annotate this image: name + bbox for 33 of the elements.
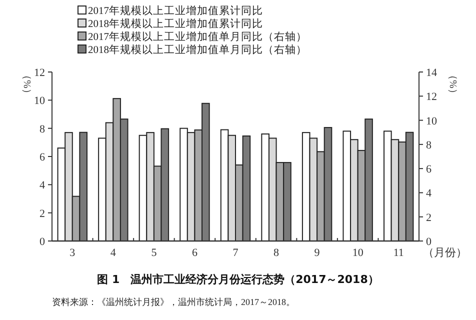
y-tick-label: 4 [40,180,46,192]
y2-tick-label: 14 [426,67,438,79]
y-tick-label: 12 [34,67,45,79]
y-tick-label: 6 [40,152,46,164]
text: 资料来源：《温州统计月报》，温州市统计局，2017～2018。 [52,297,295,307]
legend-label: 2017年规模以上工业增加值单月同比（右轴） [88,30,307,43]
legend-label: 2018年规模以上工业增加值单月同比（右轴） [88,43,307,56]
y2-tick-label: 4 [426,188,432,200]
x-tick-label: 7 [232,247,239,259]
x-tick-label: 5 [151,247,158,259]
legend-label: 2018年规模以上工业增加值累计同比 [88,17,263,30]
y2-tick-label: 6 [426,164,432,176]
x-tick-label: 6 [192,247,198,259]
x-axis-title: （月份） [423,247,467,259]
text: 图 1 温州市工业经济分月份运行态势（2017～2018） [97,273,379,286]
legend-label: 2017年规模以上工业增加值累计同比 [88,4,263,17]
x-tick-label: 9 [314,247,320,259]
x-tick-label: 3 [70,247,76,259]
y-axis-title: （%） [21,70,32,98]
y-tick-label: 2 [40,208,45,220]
y2-tick-label: 12 [426,91,437,104]
x-tick-label: 11 [393,247,404,259]
x-tick-label: 8 [274,247,280,259]
y-tick-label: 8 [40,123,46,136]
x-tick-label: 4 [110,247,116,259]
y2-tick-label: 0 [426,236,432,248]
y-tick-label: 0 [40,236,46,248]
y2-axis-title: （%） [447,70,458,98]
x-tick-label: 10 [352,247,364,259]
y2-tick-label: 8 [426,139,432,152]
y2-tick-label: 2 [426,212,432,224]
y2-tick-label: 10 [426,115,438,128]
y-tick-label: 10 [34,95,46,108]
